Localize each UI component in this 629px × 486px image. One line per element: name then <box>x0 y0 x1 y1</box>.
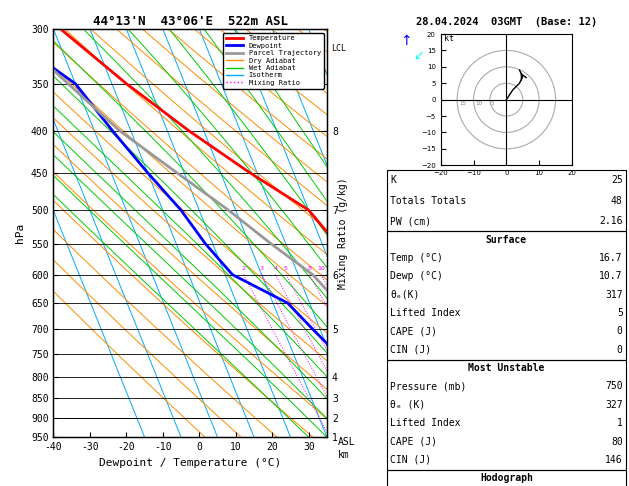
Text: Temp (°C): Temp (°C) <box>390 253 443 263</box>
Text: 146: 146 <box>605 455 623 465</box>
Text: 8: 8 <box>308 265 311 271</box>
Text: 327: 327 <box>605 400 623 410</box>
Text: LCL: LCL <box>331 44 346 53</box>
Text: θₑ (K): θₑ (K) <box>390 400 425 410</box>
Text: 4: 4 <box>273 265 277 271</box>
Text: Most Unstable: Most Unstable <box>468 363 545 373</box>
Title: 44°13'N  43°06'E  522m ASL: 44°13'N 43°06'E 522m ASL <box>92 15 288 28</box>
Y-axis label: hPa: hPa <box>16 223 25 243</box>
Legend: Temperature, Dewpoint, Parcel Trajectory, Dry Adiabat, Wet Adiabat, Isotherm, Mi: Temperature, Dewpoint, Parcel Trajectory… <box>223 33 323 88</box>
X-axis label: Dewpoint / Temperature (°C): Dewpoint / Temperature (°C) <box>99 458 281 468</box>
Text: 2: 2 <box>242 265 245 271</box>
Text: kt: kt <box>444 34 454 43</box>
Text: 25: 25 <box>611 175 623 185</box>
Text: θₑ(K): θₑ(K) <box>390 290 420 299</box>
Text: Dewp (°C): Dewp (°C) <box>390 271 443 281</box>
Text: Pressure (mb): Pressure (mb) <box>390 382 466 391</box>
Text: 10: 10 <box>317 265 325 271</box>
Text: 5: 5 <box>617 308 623 318</box>
Text: 28.04.2024  03GMT  (Base: 12): 28.04.2024 03GMT (Base: 12) <box>416 17 597 27</box>
Text: CAPE (J): CAPE (J) <box>390 327 437 336</box>
Text: 750: 750 <box>605 382 623 391</box>
Text: PW (cm): PW (cm) <box>390 216 431 226</box>
Text: 5: 5 <box>491 101 494 105</box>
Text: 317: 317 <box>605 290 623 299</box>
Text: Totals Totals: Totals Totals <box>390 196 466 206</box>
Text: CIN (J): CIN (J) <box>390 455 431 465</box>
Text: 0: 0 <box>617 327 623 336</box>
Text: Hodograph: Hodograph <box>480 473 533 483</box>
Text: K: K <box>390 175 396 185</box>
Text: 16.7: 16.7 <box>599 253 623 263</box>
Text: ↑: ↑ <box>400 34 411 48</box>
Text: 15: 15 <box>460 101 467 105</box>
Text: CAPE (J): CAPE (J) <box>390 436 437 447</box>
Text: 0: 0 <box>617 345 623 355</box>
Text: 1: 1 <box>617 418 623 428</box>
Text: ASL: ASL <box>338 437 355 448</box>
Text: Lifted Index: Lifted Index <box>390 418 460 428</box>
Text: 2.16: 2.16 <box>599 216 623 226</box>
Text: Surface: Surface <box>486 235 527 244</box>
Text: km: km <box>338 450 350 460</box>
Text: Lifted Index: Lifted Index <box>390 308 460 318</box>
Text: 48: 48 <box>611 196 623 206</box>
Text: 80: 80 <box>611 436 623 447</box>
Text: 3: 3 <box>260 265 264 271</box>
Text: Mixing Ratio (g/kg): Mixing Ratio (g/kg) <box>338 177 348 289</box>
Text: 10: 10 <box>475 101 482 105</box>
Text: ↙: ↙ <box>413 49 423 62</box>
Text: 10.7: 10.7 <box>599 271 623 281</box>
Text: 5: 5 <box>284 265 288 271</box>
Text: CIN (J): CIN (J) <box>390 345 431 355</box>
